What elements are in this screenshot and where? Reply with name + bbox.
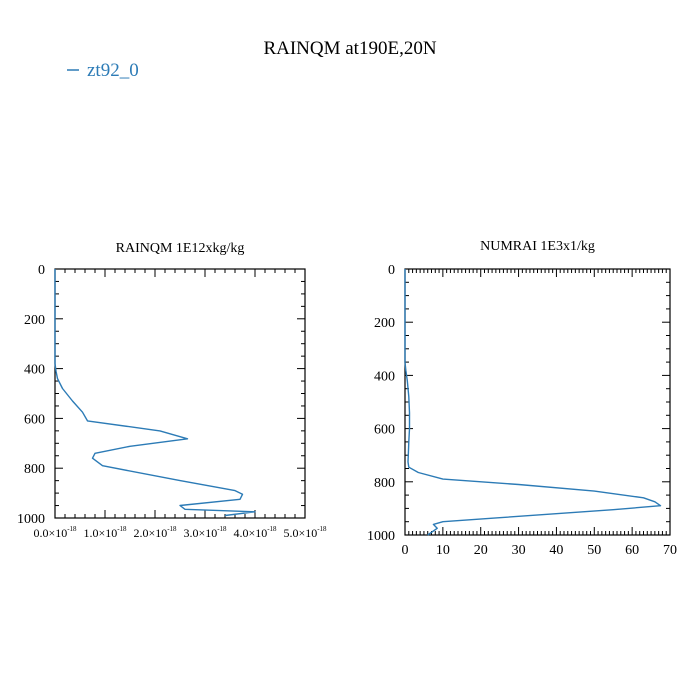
legend-label: zt92_0	[87, 60, 139, 81]
y-tick-label: 200	[374, 316, 395, 331]
series-line	[54, 269, 256, 517]
panel-title: NUMRAI 1E3x1/kg	[480, 239, 595, 254]
series-line	[404, 269, 662, 536]
y-tick-label: 400	[24, 363, 45, 378]
panel-numrai: NUMRAI 1E3x1/kg 0 10 20 30 40 50 60 70 0 200 400 600…	[367, 239, 677, 558]
legend: zt92_0	[67, 60, 139, 81]
x-tick-label: 70	[663, 543, 677, 558]
x-tick-label: 2.0×10-18	[133, 525, 177, 540]
x-tick-label: 3.0×10-18	[183, 525, 227, 540]
y-tick-label: 1000	[367, 529, 395, 544]
y-tick-label: 800	[24, 462, 45, 477]
x-tick-label: 0.0×10-18	[33, 525, 77, 540]
y-tick-label: 0	[38, 263, 45, 278]
figure-title: RAINQM at190E,20N	[263, 38, 436, 59]
x-tick-label: 0	[402, 543, 409, 558]
y-tick-label: 1000	[17, 512, 45, 527]
x-tick-label: 5.0×10-18	[283, 525, 327, 540]
y-tick-label: 0	[388, 263, 395, 278]
x-tick-label: 40	[549, 543, 563, 558]
y-tick-label: 800	[374, 476, 395, 491]
panel-rainqm: RAINQM 1E12xkg/kg 0.0×10-18 1.0×10-18 2.0×1…	[17, 241, 327, 540]
x-tick-label: 4.0×10-18	[233, 525, 277, 540]
y-tick-label: 400	[374, 369, 395, 384]
x-tick-label: 60	[625, 543, 639, 558]
x-tick-label: 30	[512, 543, 526, 558]
y-tick-label: 600	[24, 412, 45, 427]
panel-title: RAINQM 1E12xkg/kg	[116, 241, 245, 256]
x-tick-label: 50	[587, 543, 601, 558]
y-tick-label: 200	[24, 313, 45, 328]
y-tick-label: 600	[374, 423, 395, 438]
plot-frame	[404, 268, 671, 536]
x-tick-label: 20	[474, 543, 488, 558]
x-tick-label: 10	[436, 543, 450, 558]
x-tick-label: 1.0×10-18	[83, 525, 127, 540]
